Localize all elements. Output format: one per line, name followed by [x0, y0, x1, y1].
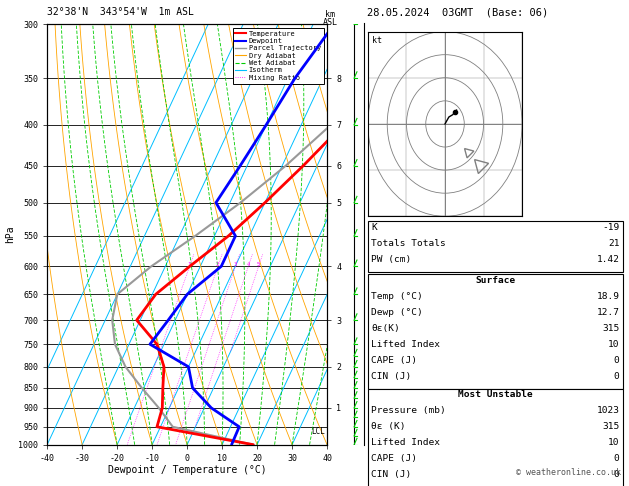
Text: Temp (°C): Temp (°C)	[371, 292, 423, 301]
Text: km: km	[325, 10, 335, 19]
Text: K: K	[371, 223, 377, 232]
Text: 0: 0	[614, 372, 620, 381]
Text: -19: -19	[603, 223, 620, 232]
Text: 18.9: 18.9	[596, 292, 620, 301]
Text: LCL: LCL	[311, 427, 325, 435]
Text: 21: 21	[608, 239, 620, 248]
Text: 2: 2	[216, 262, 219, 267]
X-axis label: Dewpoint / Temperature (°C): Dewpoint / Temperature (°C)	[108, 466, 267, 475]
Text: Most Unstable: Most Unstable	[458, 390, 533, 399]
Text: 315: 315	[603, 422, 620, 432]
Text: Totals Totals: Totals Totals	[371, 239, 446, 248]
Text: 10: 10	[608, 438, 620, 448]
Text: 1.42: 1.42	[596, 255, 620, 264]
Text: 4: 4	[247, 262, 250, 267]
Text: Pressure (mb): Pressure (mb)	[371, 406, 446, 416]
Legend: Temperature, Dewpoint, Parcel Trajectory, Dry Adiabat, Wet Adiabat, Isotherm, Mi: Temperature, Dewpoint, Parcel Trajectory…	[233, 28, 323, 84]
Text: CIN (J): CIN (J)	[371, 372, 411, 381]
Text: PW (cm): PW (cm)	[371, 255, 411, 264]
Text: CIN (J): CIN (J)	[371, 470, 411, 480]
Text: θε(K): θε(K)	[371, 324, 400, 333]
Text: 3: 3	[233, 262, 237, 267]
Text: 28.05.2024  03GMT  (Base: 06): 28.05.2024 03GMT (Base: 06)	[367, 8, 548, 18]
Text: 0: 0	[614, 356, 620, 365]
Text: θε (K): θε (K)	[371, 422, 406, 432]
Text: 32°38'N  343°54'W  1m ASL: 32°38'N 343°54'W 1m ASL	[47, 7, 194, 17]
Text: 0: 0	[614, 470, 620, 480]
Text: Dewp (°C): Dewp (°C)	[371, 308, 423, 317]
Text: 1023: 1023	[596, 406, 620, 416]
Text: 1: 1	[187, 262, 191, 267]
Text: Lifted Index: Lifted Index	[371, 438, 440, 448]
Text: ASL: ASL	[323, 17, 338, 27]
Text: Surface: Surface	[476, 276, 515, 285]
Text: 10: 10	[608, 340, 620, 349]
Y-axis label: hPa: hPa	[6, 226, 15, 243]
Text: 5: 5	[257, 262, 260, 267]
Text: Lifted Index: Lifted Index	[371, 340, 440, 349]
Text: 0: 0	[614, 454, 620, 464]
Text: CAPE (J): CAPE (J)	[371, 356, 417, 365]
Text: 12.7: 12.7	[596, 308, 620, 317]
Text: 315: 315	[603, 324, 620, 333]
Text: CAPE (J): CAPE (J)	[371, 454, 417, 464]
Text: © weatheronline.co.uk: © weatheronline.co.uk	[516, 468, 621, 477]
Text: kt: kt	[372, 36, 382, 45]
